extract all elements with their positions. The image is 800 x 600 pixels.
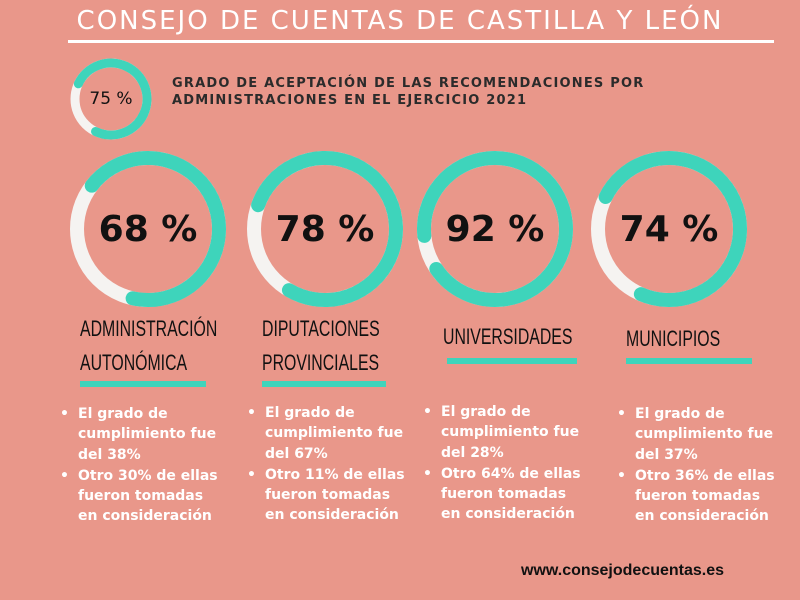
percent-administracion-autonomica: 68 % — [98, 208, 198, 250]
title-administracion-autonomica: ADMINISTRACIÓN AUTONÓMICA — [80, 312, 217, 380]
underline-bar — [262, 381, 386, 387]
bullet-item: El grado de cumplimiento fue del 67% — [243, 403, 413, 464]
bullet-item: El grado de cumplimiento fue del 38% — [56, 404, 226, 465]
bullets-universidades: El grado de cumplimiento fue del 28% Otr… — [419, 402, 589, 526]
summary-heading-line2: ADMINISTRACIONES EN EL EJERCICIO 2021 — [172, 92, 528, 108]
underline-bar — [447, 358, 577, 364]
summary-percent: 75 % — [89, 89, 133, 109]
bullet-item: Otro 36% de ellas fueron tomadas en cons… — [613, 466, 783, 527]
underline-bar — [80, 381, 206, 387]
bullets-municipios: El grado de cumplimiento fue del 37% Otr… — [613, 404, 783, 528]
bullet-item: El grado de cumplimiento fue del 37% — [613, 404, 783, 465]
gauge-municipios — [587, 147, 751, 311]
title-municipios: MUNICIPIOS — [626, 322, 720, 356]
title-line: ADMINISTRACIÓN — [80, 316, 218, 341]
gauge-administracion-autonomica — [66, 147, 230, 311]
ring-fill — [247, 151, 403, 307]
bullet-item: Otro 64% de ellas fueron tomadas en cons… — [419, 464, 589, 525]
title-line: MUNICIPIOS — [626, 326, 721, 351]
bullet-item: Otro 11% de ellas fueron tomadas en cons… — [243, 465, 413, 526]
summary-gauge — [67, 55, 155, 143]
percent-municipios: 74 % — [619, 208, 719, 250]
summary-heading: GRADO DE ACEPTACIÓN DE LAS RECOMENDACION… — [172, 76, 772, 110]
ring-fill — [417, 150, 573, 307]
title-line: PROVINCIALES — [262, 350, 380, 376]
ring-fill — [70, 151, 226, 307]
title-line: AUTONÓMICA — [80, 350, 188, 376]
title-underline — [68, 40, 774, 43]
summary-heading-line1: GRADO DE ACEPTACIÓN DE LAS RECOMENDACION… — [172, 76, 645, 91]
percent-universidades: 92 % — [445, 208, 545, 250]
underline-bar — [626, 358, 752, 364]
footer-website-link[interactable]: www.consejodecuentas.es — [521, 562, 725, 579]
gauge-diputaciones-provinciales — [243, 147, 407, 311]
title-universidades: UNIVERSIDADES — [443, 320, 572, 354]
ring-fill — [591, 151, 747, 307]
gauge-universidades — [413, 147, 577, 311]
page-title: CONSEJO DE CUENTAS DE CASTILLA Y LEÓN — [76, 6, 724, 36]
title-line: UNIVERSIDADES — [443, 324, 573, 349]
title-line: DIPUTACIONES — [262, 316, 380, 341]
bullet-item: Otro 30% de ellas fueron tomadas en cons… — [56, 466, 226, 527]
summary-ring-fill — [70, 58, 152, 140]
bullet-item: El grado de cumplimiento fue del 28% — [419, 402, 589, 463]
percent-diputaciones-provinciales: 78 % — [275, 208, 375, 250]
title-diputaciones-provinciales: DIPUTACIONES PROVINCIALES — [262, 312, 380, 380]
bullets-administracion-autonomica: El grado de cumplimiento fue del 38% Otr… — [56, 404, 226, 528]
bullets-diputaciones-provinciales: El grado de cumplimiento fue del 67% Otr… — [243, 403, 413, 527]
